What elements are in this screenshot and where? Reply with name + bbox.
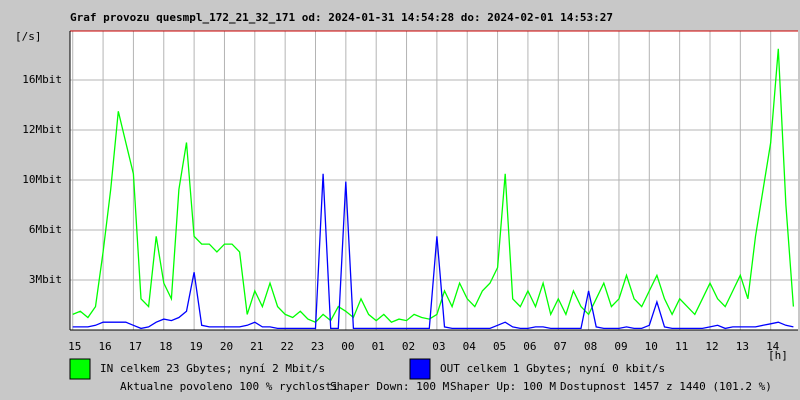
- x-tick-label: 23: [311, 340, 324, 353]
- x-tick-label: 08: [584, 340, 597, 353]
- footer-note: Shaper Up: 100 M: [450, 380, 556, 393]
- x-tick-label: 18: [159, 340, 172, 353]
- y-tick-label: 10Mbit: [22, 173, 62, 186]
- y-tick-label: 12Mbit: [22, 123, 62, 136]
- x-tick-label: 17: [129, 340, 142, 353]
- legend-label: IN celkem 23 Gbytes; nyní 2 Mbit/s: [100, 362, 325, 375]
- footer-note: Aktualne povoleno 100 % rychlosti: [120, 380, 339, 393]
- x-tick-label: 22: [281, 340, 294, 353]
- x-tick-label: 11: [675, 340, 688, 353]
- footer-note: Shaper Down: 100 M: [330, 380, 450, 393]
- x-tick-label: 00: [341, 340, 354, 353]
- y-tick-label: 6Mbit: [29, 223, 62, 236]
- x-tick-label: 13: [736, 340, 749, 353]
- x-tick-label: 19: [189, 340, 202, 353]
- x-tick-label: 12: [705, 340, 718, 353]
- series-line: [72, 173, 794, 330]
- x-tick-label: 20: [220, 340, 233, 353]
- footer-note: Dostupnost 1457 z 1440 (101.2 %): [560, 380, 772, 393]
- x-tick-label: 05: [493, 340, 506, 353]
- x-tick-label: 04: [463, 340, 477, 353]
- legend-label: OUT celkem 1 Gbytes; nyní 0 kbit/s: [440, 362, 665, 375]
- series-line: [72, 48, 795, 323]
- x-tick-label: 21: [250, 340, 263, 353]
- x-tick-label: 01: [372, 340, 385, 353]
- x-axis-label: [h]: [768, 349, 788, 362]
- x-tick-label: 15: [68, 340, 81, 353]
- y-tick-label: 3Mbit: [29, 273, 62, 286]
- legend-swatch: [69, 358, 91, 380]
- x-tick-label: 02: [402, 340, 415, 353]
- x-tick-label: 06: [523, 340, 536, 353]
- x-tick-label: 09: [614, 340, 627, 353]
- legend-swatch: [409, 358, 431, 380]
- x-tick-label: 14: [766, 340, 780, 353]
- x-tick-label: 07: [554, 340, 567, 353]
- x-tick-label: 03: [432, 340, 445, 353]
- x-tick-label: 10: [645, 340, 658, 353]
- x-tick-label: 16: [98, 340, 111, 353]
- y-tick-label: 16Mbit: [22, 73, 62, 86]
- chart-title: Graf provozu quesmpl_172_21_32_171 od: 2…: [70, 11, 613, 24]
- y-axis-label: [/s]: [15, 30, 42, 43]
